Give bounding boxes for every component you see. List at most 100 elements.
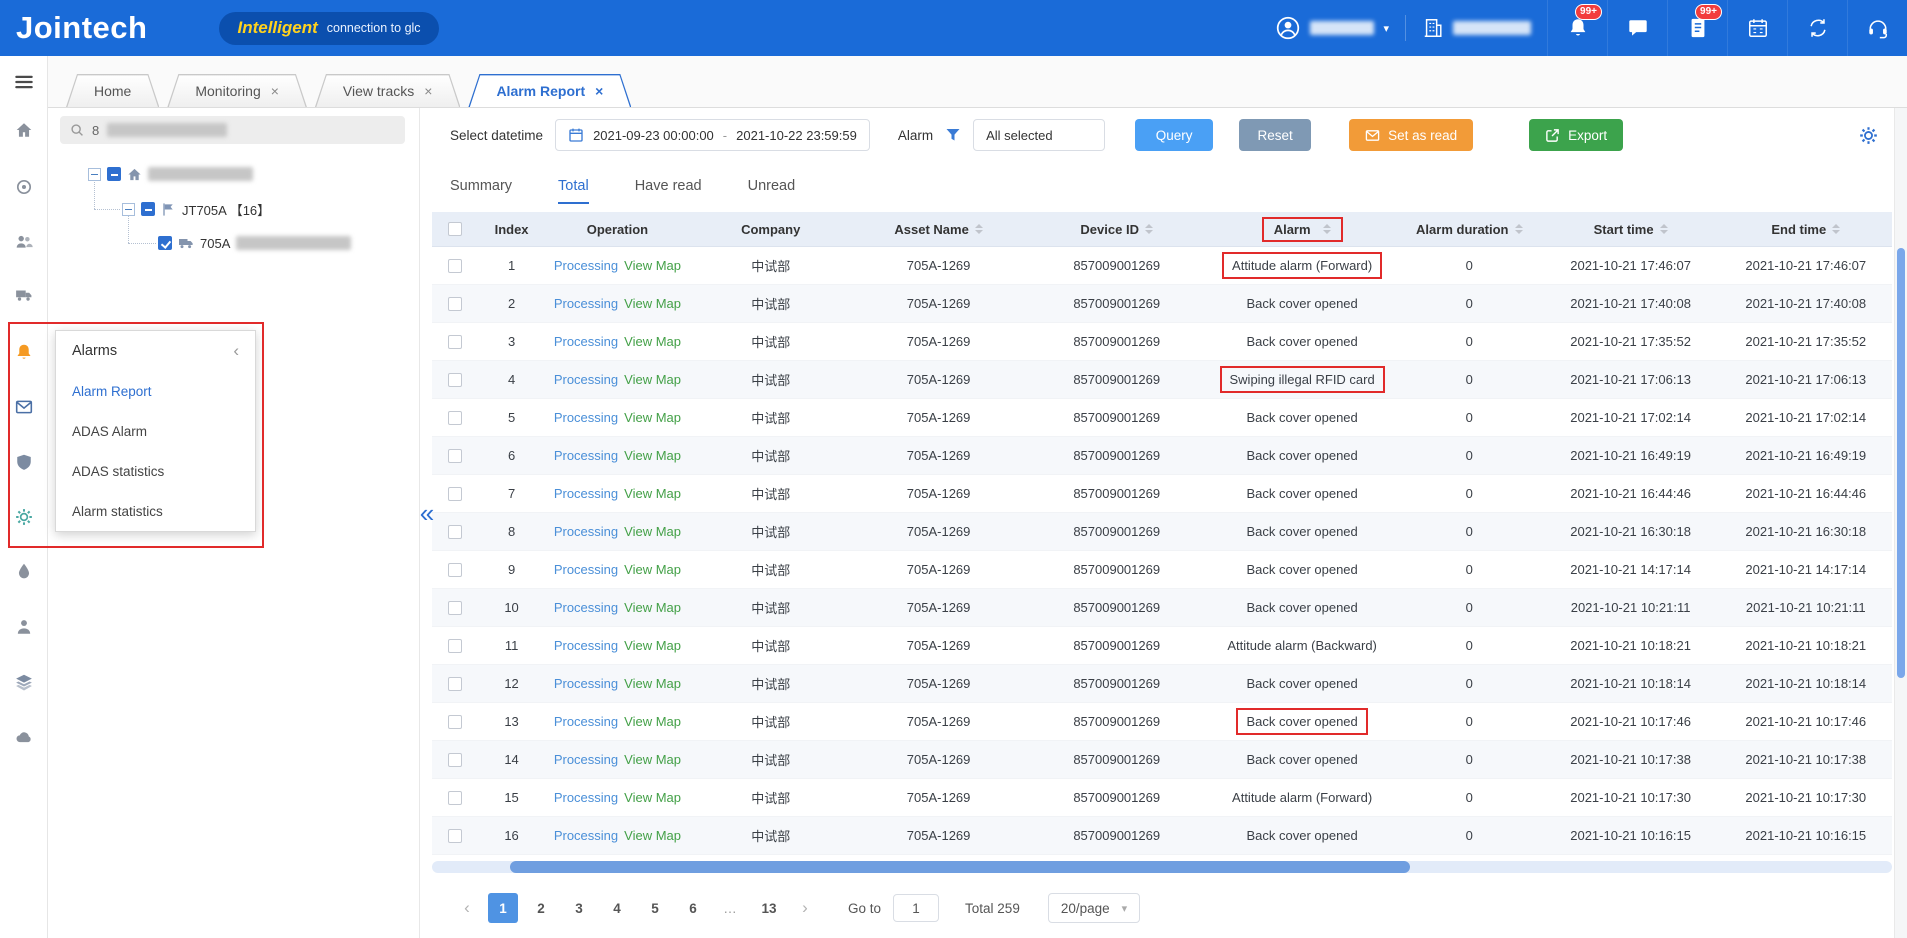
support-button[interactable] — [1847, 0, 1907, 56]
table-settings-gear-icon[interactable] — [1859, 126, 1878, 145]
collapse-left-icon[interactable]: ‹ — [233, 341, 239, 360]
processing-link[interactable]: Processing — [553, 676, 619, 691]
column-header-end_time[interactable]: End time — [1720, 222, 1892, 237]
row-checkbox[interactable] — [448, 828, 463, 843]
row-checkbox[interactable] — [448, 410, 463, 425]
tab-alarm-report[interactable]: Alarm Report × — [468, 74, 631, 107]
row-checkbox[interactable] — [448, 714, 463, 729]
view-map-link[interactable]: View Map — [624, 676, 681, 691]
processing-link[interactable]: Processing — [553, 752, 619, 767]
view-map-link[interactable]: View Map — [624, 410, 681, 425]
view-map-link[interactable]: View Map — [624, 752, 681, 767]
pagination-prev[interactable]: ‹ — [464, 898, 470, 917]
processing-link[interactable]: Processing — [553, 562, 619, 577]
column-header-start_time[interactable]: Start time — [1542, 222, 1720, 237]
alarm-bell-icon[interactable] — [0, 336, 47, 368]
collapse-box-icon[interactable] — [122, 202, 135, 216]
tree-node-group[interactable]: JT705A 【16】 — [122, 196, 270, 222]
sort-icon[interactable] — [1322, 224, 1331, 234]
view-map-link[interactable]: View Map — [624, 296, 681, 311]
pagination-page[interactable]: 5 — [651, 900, 659, 916]
vehicle-checkbox[interactable] — [158, 236, 172, 250]
home-icon[interactable] — [0, 114, 47, 146]
settings-gear-icon[interactable] — [0, 501, 47, 533]
reports-button[interactable]: 99+ — [1667, 0, 1727, 56]
datetime-range-input[interactable]: 2021-09-23 00:00:00 - 2021-10-22 23:59:5… — [555, 119, 870, 151]
view-map-link[interactable]: View Map — [624, 714, 681, 729]
pagination-page[interactable]: 4 — [613, 900, 621, 916]
processing-link[interactable]: Processing — [553, 600, 619, 615]
processing-link[interactable]: Processing — [553, 296, 619, 311]
mail-icon[interactable] — [0, 391, 47, 423]
vertical-scrollbar-thumb[interactable] — [1897, 248, 1905, 678]
tab-home[interactable]: Home — [66, 74, 159, 107]
tab-have-read[interactable]: Have read — [634, 178, 702, 194]
alarm-type-select[interactable]: All selected — [973, 119, 1106, 151]
processing-link[interactable]: Processing — [553, 372, 619, 387]
tab-close-icon[interactable]: × — [424, 82, 433, 99]
row-checkbox[interactable] — [448, 334, 463, 349]
menu-item-adas-statistics[interactable]: ADAS statistics — [56, 451, 255, 491]
column-header-device_id[interactable]: Device ID — [1026, 222, 1207, 237]
group-checkbox[interactable] — [141, 202, 155, 216]
row-checkbox[interactable] — [448, 676, 463, 691]
menu-item-alarm-statistics[interactable]: Alarm statistics — [56, 491, 255, 531]
tracking-icon[interactable] — [0, 171, 47, 203]
tab-close-icon[interactable]: × — [595, 82, 604, 99]
page-size-select[interactable]: 20/page ▾ — [1047, 893, 1141, 923]
view-map-link[interactable]: View Map — [624, 638, 681, 653]
row-checkbox[interactable] — [448, 258, 463, 273]
schedule-button[interactable] — [1727, 0, 1787, 56]
export-button[interactable]: Export — [1529, 119, 1624, 151]
cloud-icon[interactable] — [0, 721, 47, 753]
view-map-link[interactable]: View Map — [624, 562, 681, 577]
shield-icon[interactable] — [0, 446, 47, 478]
view-map-link[interactable]: View Map — [624, 448, 681, 463]
column-header-asset_name[interactable]: Asset Name — [851, 222, 1026, 237]
notifications-button[interactable]: 99+ — [1547, 0, 1607, 56]
row-checkbox[interactable] — [448, 372, 463, 387]
processing-link[interactable]: Processing — [553, 486, 619, 501]
users-icon[interactable] — [0, 226, 47, 258]
tab-monitoring[interactable]: Monitoring × — [167, 74, 307, 107]
menu-item-adas-alarm[interactable]: ADAS Alarm — [56, 411, 255, 451]
panel-collapse-icon[interactable]: « — [419, 498, 435, 528]
processing-link[interactable]: Processing — [553, 410, 619, 425]
processing-link[interactable]: Processing — [553, 258, 619, 273]
pagination-page[interactable]: 13 — [761, 900, 777, 916]
root-checkbox[interactable] — [107, 167, 121, 181]
layers-icon[interactable] — [0, 666, 47, 698]
pagination-page[interactable]: 1 — [488, 893, 518, 923]
processing-link[interactable]: Processing — [553, 638, 619, 653]
transactions-button[interactable] — [1787, 0, 1847, 56]
row-checkbox[interactable] — [448, 562, 463, 577]
pagination-page[interactable]: 3 — [575, 900, 583, 916]
query-button[interactable]: Query — [1135, 119, 1214, 151]
view-map-link[interactable]: View Map — [624, 828, 681, 843]
organization-menu[interactable] — [1406, 0, 1547, 56]
row-checkbox[interactable] — [448, 296, 463, 311]
drop-icon[interactable] — [0, 555, 47, 587]
sort-icon[interactable] — [1659, 224, 1668, 234]
collapse-box-icon[interactable] — [88, 167, 101, 181]
goto-page-input[interactable]: 1 — [893, 894, 940, 922]
filter-funnel-icon[interactable] — [945, 127, 961, 143]
row-checkbox[interactable] — [448, 752, 463, 767]
tab-summary[interactable]: Summary — [450, 178, 513, 194]
pagination-next[interactable]: › — [802, 898, 808, 917]
column-header-alarm[interactable]: Alarm — [1207, 216, 1397, 242]
sort-icon[interactable] — [974, 224, 983, 234]
view-map-link[interactable]: View Map — [624, 486, 681, 501]
view-map-link[interactable]: View Map — [624, 524, 681, 539]
horizontal-scrollbar-thumb[interactable] — [510, 861, 1410, 873]
tab-close-icon[interactable]: × — [270, 82, 279, 99]
user-menu[interactable]: ▾ — [1259, 0, 1405, 56]
view-map-link[interactable]: View Map — [624, 600, 681, 615]
processing-link[interactable]: Processing — [553, 828, 619, 843]
view-map-link[interactable]: View Map — [624, 790, 681, 805]
person-icon[interactable] — [0, 611, 47, 643]
reset-button[interactable]: Reset — [1239, 119, 1312, 151]
view-map-link[interactable]: View Map — [624, 258, 681, 273]
tree-node-root[interactable] — [88, 161, 253, 187]
select-all-checkbox[interactable] — [448, 222, 463, 236]
